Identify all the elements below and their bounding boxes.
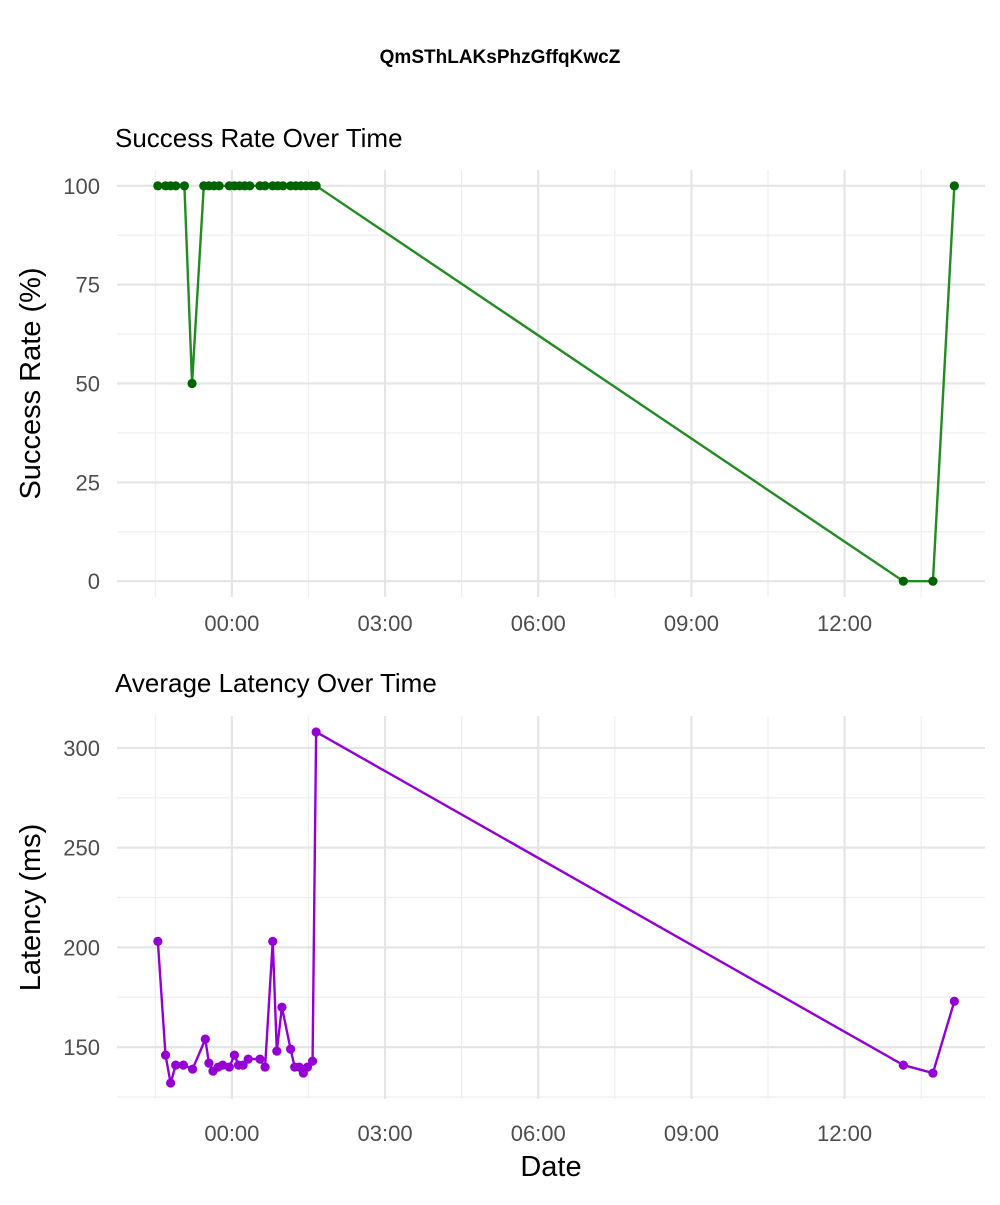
x-tick-label: 09:00 <box>664 1121 719 1146</box>
panel-title: Average Latency Over Time <box>115 668 437 698</box>
data-point <box>277 1002 287 1012</box>
data-point <box>928 1068 938 1078</box>
x-tick-label: 09:00 <box>664 611 719 636</box>
data-point <box>153 936 163 947</box>
x-tick-label: 12:00 <box>817 611 872 636</box>
x-tick-label: 00:00 <box>204 1121 259 1146</box>
data-point <box>898 1060 908 1070</box>
data-point <box>224 1062 234 1072</box>
x-tick-label: 03:00 <box>358 611 413 636</box>
x-tick-label: 00:00 <box>204 611 259 636</box>
data-point <box>245 181 255 191</box>
data-point <box>171 181 181 191</box>
grid-lines <box>117 170 985 597</box>
data-point <box>311 727 321 737</box>
y-tick-label: 300 <box>63 736 100 761</box>
figure-title: QmSThLAKsPhzGffqKwcZ <box>380 47 621 68</box>
grid-lines <box>117 716 985 1099</box>
success-rate-panel: 00:00 03:00 06:00 09:00 12:00 0 25 50 75 100 Succe… <box>15 123 985 636</box>
data-point <box>200 1034 210 1044</box>
data-point <box>898 576 908 586</box>
panel-title: Success Rate Over Time <box>115 123 403 153</box>
data-point <box>153 181 163 191</box>
x-tick-label: 06:00 <box>511 1121 566 1146</box>
y-tick-label: 50 <box>76 372 100 397</box>
data-point <box>311 181 321 191</box>
x-axis-title: Date <box>520 1151 581 1183</box>
data-point <box>187 378 197 389</box>
y-axis-title: Success Rate (%) <box>15 267 47 499</box>
y-tick-label: 25 <box>76 470 100 495</box>
data-point <box>260 1062 270 1072</box>
series-line <box>156 730 956 1085</box>
data-point <box>255 1054 265 1064</box>
data-point <box>171 1060 181 1070</box>
y-tick-label: 0 <box>88 569 100 594</box>
y-axis-title: Latency (ms) <box>15 824 47 992</box>
data-point <box>229 1050 240 1060</box>
data-point <box>204 1058 214 1068</box>
data-point <box>268 936 278 947</box>
y-tick-label: 250 <box>63 836 100 861</box>
y-tick-label: 200 <box>63 935 100 960</box>
y-tick-label: 150 <box>63 1035 100 1060</box>
y-tick-label: 100 <box>63 174 100 199</box>
data-point <box>949 181 959 191</box>
data-point <box>272 1046 282 1056</box>
data-point <box>286 1044 296 1054</box>
data-point <box>178 1060 188 1070</box>
data-point <box>928 576 938 586</box>
x-tick-label: 06:00 <box>511 611 566 636</box>
data-point <box>166 1078 176 1088</box>
data-point <box>238 1060 248 1070</box>
latency-panel: 00:00 03:00 06:00 09:00 12:00 150 200 250 300 Ave… <box>15 668 985 1183</box>
x-tick-label: 12:00 <box>817 1121 872 1146</box>
data-point <box>278 181 288 191</box>
data-point <box>260 181 270 191</box>
data-point <box>243 1054 253 1064</box>
data-point <box>179 181 189 191</box>
data-point <box>214 181 224 191</box>
data-point <box>187 1064 198 1074</box>
data-point <box>302 1062 313 1072</box>
data-point <box>949 996 959 1006</box>
data-point <box>160 1050 171 1060</box>
x-tick-label: 03:00 <box>358 1121 413 1146</box>
data-point <box>307 1056 318 1066</box>
y-tick-label: 75 <box>76 273 100 298</box>
